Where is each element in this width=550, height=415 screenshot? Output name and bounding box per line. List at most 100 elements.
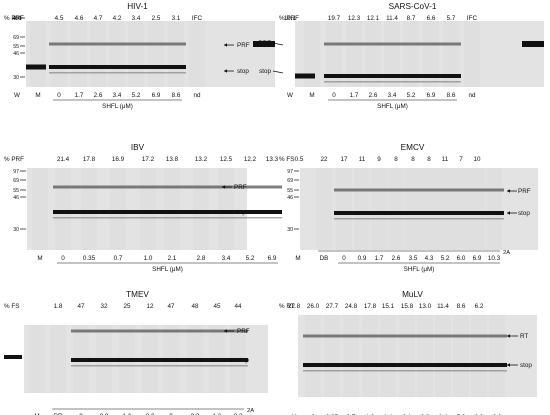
band-label: PRF <box>258 40 271 47</box>
percent-value: 13.2 <box>195 156 208 163</box>
lane-label: 6.9 <box>427 92 436 99</box>
band-arrowhead <box>222 185 225 189</box>
lane-label: M <box>309 92 314 99</box>
gel-lane <box>405 168 421 250</box>
lane-label: 2.6 <box>94 92 103 99</box>
lane-label: 5.2 <box>441 255 450 262</box>
lane-label: 0 <box>61 255 65 262</box>
gel-image <box>300 168 538 250</box>
gel-lane <box>371 168 387 250</box>
marker-label: 30 <box>287 227 293 233</box>
percent-value: IFC <box>192 15 203 22</box>
lane-label: 2.6 <box>369 92 378 99</box>
band-label: stop <box>520 362 532 369</box>
lane-label: 2.1 <box>168 255 177 262</box>
band-upper <box>53 185 282 189</box>
percent-value: 10 <box>473 156 481 163</box>
corner-label: % PRF <box>4 15 24 22</box>
gel-lane <box>453 315 469 397</box>
gel-lane <box>109 21 125 87</box>
band-label: RT <box>520 333 528 340</box>
gel-lane <box>193 168 209 250</box>
band-label: stop <box>234 209 246 216</box>
gel-lane <box>30 21 46 87</box>
percent-value: 25 <box>123 303 131 310</box>
marker-label: 46 <box>287 195 293 201</box>
lane-label: W <box>14 92 20 99</box>
lane-label: 5.2 <box>132 92 141 99</box>
gel-lane <box>218 168 234 250</box>
marker-label: 55 <box>13 44 19 50</box>
corner-label: % RT <box>279 303 295 310</box>
gel-lane <box>362 315 378 397</box>
band-label: PRF <box>237 328 250 335</box>
gel-image <box>27 168 247 250</box>
gel-lane <box>71 21 87 87</box>
band-w-lane <box>26 64 46 70</box>
lane-label: 6.9 <box>473 255 482 262</box>
lane-label: nd <box>468 92 476 99</box>
percent-value: 19.1 <box>284 15 297 22</box>
lane-label: 1.0 <box>144 255 153 262</box>
percent-value: IFC <box>467 15 478 22</box>
gel-lane <box>403 21 419 87</box>
panel-hiv1: HIV-1 % PRF 97 69 55 46 30 4.4 4.5 4.6 4.7 4.2 3.4 2.… <box>0 0 275 120</box>
percent-value: 32 <box>100 303 108 310</box>
percent-value: 8 <box>394 156 398 163</box>
band-arrow <box>272 42 284 46</box>
corner-label: % PRF <box>4 156 24 163</box>
percent-value: 1.8 <box>54 303 63 310</box>
panel-title: TMEV <box>126 290 149 299</box>
band-label: stop <box>518 210 530 217</box>
band-db-lane <box>4 355 22 359</box>
band-upper <box>334 188 504 192</box>
band-arrowhead <box>224 43 227 47</box>
lane-label: 6.9 <box>152 92 161 99</box>
percent-value: 8.7 <box>407 15 416 22</box>
lane-label: 1.7 <box>75 92 84 99</box>
percent-value: 4.4 <box>13 15 22 22</box>
band-arrowhead <box>222 210 225 214</box>
panel-title: HIV-1 <box>127 2 148 11</box>
band-arrowhead <box>224 329 227 333</box>
band-upper <box>303 334 507 338</box>
percent-value: 47 <box>167 303 175 310</box>
lane-label: 3.4 <box>388 92 397 99</box>
gel-lane <box>336 168 352 250</box>
percent-value: 4.7 <box>94 15 103 22</box>
percent-value: 11.4 <box>386 15 398 22</box>
concentration-label: SHFL (μM) <box>404 266 435 273</box>
marker-label: 46 <box>13 51 19 57</box>
band-stop <box>334 211 504 215</box>
lane-label: 0.35 <box>83 255 96 262</box>
percent-value: 21.4 <box>57 156 70 163</box>
lane-label: 4.3 <box>425 255 434 262</box>
gel-lane <box>50 325 66 393</box>
lane-label: M <box>35 92 40 99</box>
lane-label: 6.9 <box>268 255 277 262</box>
lane-label: 0 <box>169 413 173 415</box>
marker-label: 55 <box>13 188 19 194</box>
band-label: stop <box>237 357 249 364</box>
lane-label: 10.3 <box>488 255 501 262</box>
lane-label: 0 <box>79 413 83 415</box>
band-minor <box>53 217 282 219</box>
percent-value: 27.7 <box>326 303 339 310</box>
gel-lane <box>346 21 362 87</box>
lane-label: 8.6 <box>172 92 181 99</box>
lane-label: 3.2 <box>234 413 243 415</box>
percent-value: 22 <box>320 156 328 163</box>
marker-label: 97 <box>13 16 19 22</box>
gel-lane <box>421 168 437 250</box>
percent-value: 2.5 <box>152 15 161 22</box>
lane-label: 2.8 <box>197 255 206 262</box>
panel-title: MuLV <box>402 290 423 299</box>
percent-value: 7 <box>459 156 463 163</box>
band-stop <box>71 358 248 362</box>
percent-value: 45 <box>213 303 221 310</box>
band-label: stop <box>237 68 249 75</box>
band-minor <box>334 218 504 220</box>
percent-value: 4.5 <box>55 15 64 22</box>
